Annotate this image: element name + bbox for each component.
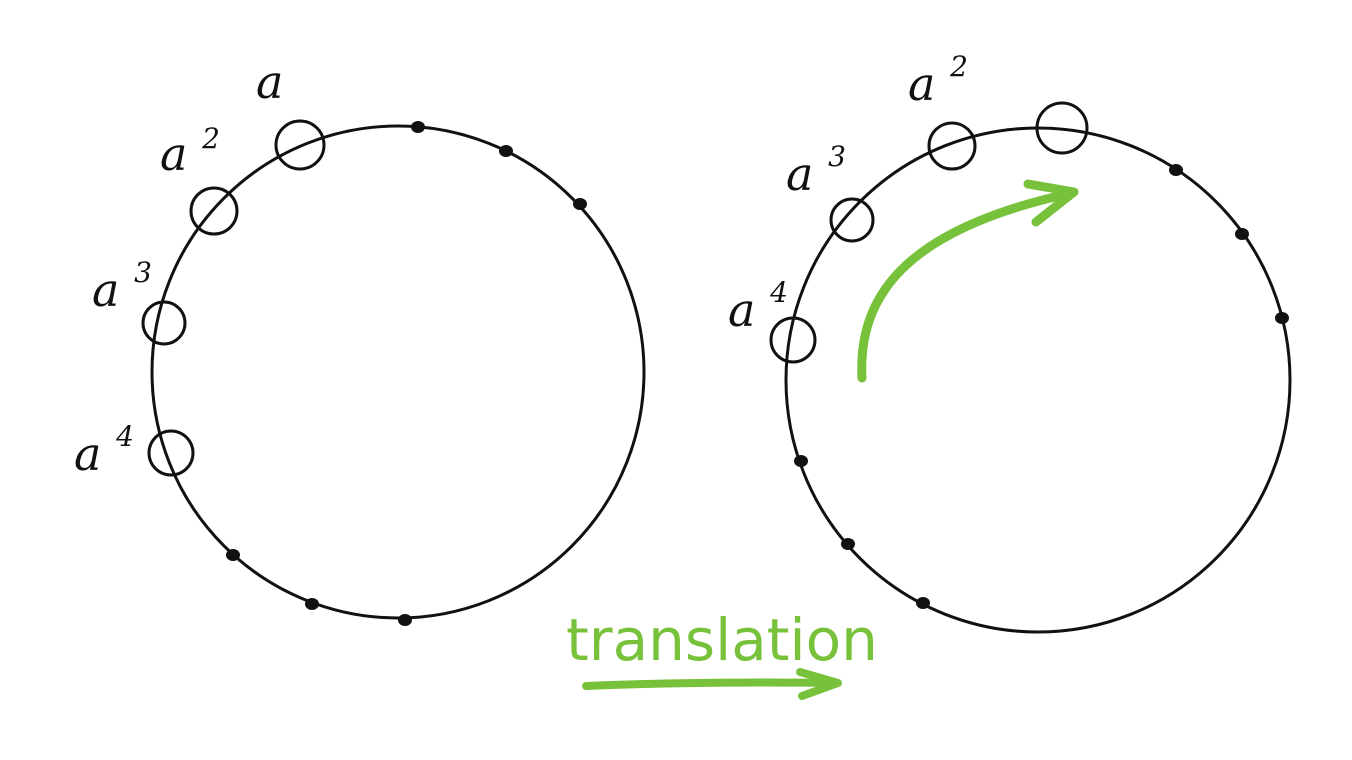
right-marker-a2	[927, 121, 977, 171]
right-label-a4-base: a	[728, 283, 755, 337]
left-label-a3-base: a	[92, 263, 119, 317]
left-dot	[499, 145, 513, 157]
left-label-a4-exp: 4	[115, 420, 134, 453]
curved-arrow-head	[1023, 179, 1079, 227]
left-marker-a4	[147, 429, 195, 477]
right-arrow-head	[796, 668, 842, 700]
right-dot	[916, 597, 930, 609]
left-dot	[226, 549, 240, 561]
right-marker-a4	[769, 316, 817, 364]
left-label-a3-exp: 3	[134, 256, 152, 289]
right-label-a4-exp: 4	[769, 276, 788, 309]
left-label-a2-base: a	[160, 127, 187, 181]
left-label-a4: a 4	[74, 420, 134, 481]
left-dots	[226, 121, 587, 626]
left-circle	[150, 124, 646, 620]
right-label-a2-base: a	[908, 57, 935, 111]
left-circle-group	[141, 119, 646, 626]
right-dot	[794, 455, 808, 467]
left-marker-a2	[189, 186, 239, 236]
left-label-a4-base: a	[74, 427, 101, 481]
curved-arrow-shaft	[857, 188, 1077, 383]
right-arrow-icon	[582, 668, 842, 700]
left-label-a2-exp: 2	[201, 122, 220, 155]
caption-text: translation	[566, 606, 878, 674]
right-marker-a3	[829, 197, 875, 243]
right-dot	[841, 538, 855, 550]
left-dot	[398, 614, 412, 626]
right-label-a4: a 4	[728, 276, 788, 337]
curved-arrow-icon	[857, 179, 1079, 383]
left-marker-a3	[141, 300, 187, 346]
right-label-a2-exp: 2	[949, 50, 968, 83]
right-dot	[1235, 228, 1249, 240]
right-dots	[794, 164, 1289, 609]
left-marker-a	[274, 119, 326, 171]
left-dot	[411, 121, 425, 133]
left-label-a3: a 3	[92, 256, 152, 317]
right-dot	[1169, 164, 1183, 176]
right-label-a3-base: a	[786, 147, 813, 201]
right-circle-group	[769, 101, 1292, 634]
right-marker-empty	[1035, 101, 1089, 155]
left-dot	[573, 198, 587, 210]
left-dot	[305, 598, 319, 610]
left-label-a-base: a	[256, 55, 283, 109]
right-label-a2: a 2	[908, 50, 968, 111]
right-arrow-shaft	[582, 678, 840, 690]
left-label-a2: a 2	[160, 122, 220, 181]
right-label-a3-exp: 3	[828, 140, 846, 173]
left-label-a: a	[256, 55, 283, 109]
right-label-a3: a 3	[786, 140, 846, 201]
right-dot	[1275, 312, 1289, 324]
